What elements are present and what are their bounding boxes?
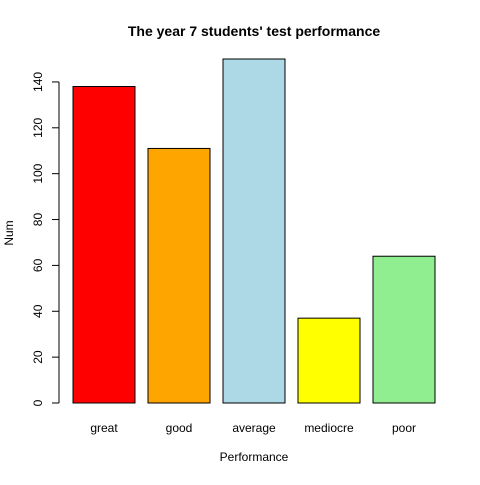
x-tick-label-good: good <box>166 421 193 435</box>
x-tick-label-poor: poor <box>392 421 416 435</box>
y-tick-label: 80 <box>31 213 45 227</box>
y-tick-label: 20 <box>31 350 45 364</box>
bar-good <box>147 147 211 404</box>
bar-average <box>222 58 286 404</box>
x-axis-label: Performance <box>220 450 289 464</box>
y-tick-label: 100 <box>31 163 45 183</box>
bar-poor <box>372 255 436 404</box>
y-tick-label: 60 <box>31 258 45 272</box>
y-axis-label: Num <box>2 220 16 245</box>
bars-group <box>72 58 436 404</box>
y-tick-label: 0 <box>31 399 45 406</box>
chart-title: The year 7 students' test performance <box>128 23 381 39</box>
bar-mediocre <box>297 317 361 404</box>
bar-great <box>72 86 136 404</box>
x-tick-label-great: great <box>90 421 118 435</box>
x-tick-labels: great good average mediocre poor <box>90 421 416 435</box>
x-tick-label-mediocre: mediocre <box>304 421 354 435</box>
y-tick-label: 140 <box>31 72 45 92</box>
y-tick-label: 120 <box>31 117 45 137</box>
y-tick-label: 40 <box>31 304 45 318</box>
x-tick-label-average: average <box>232 421 276 435</box>
y-axis: 0 20 40 60 80 100 120 140 <box>31 72 60 406</box>
